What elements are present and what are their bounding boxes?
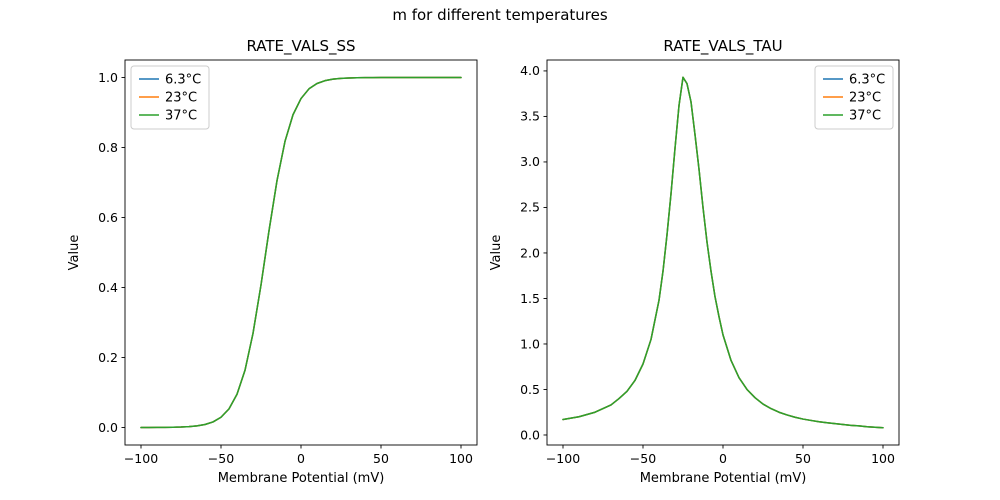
y-tick-label: 0.5 [520, 382, 540, 397]
y-tick-label: 0.6 [98, 210, 118, 225]
legend-label-6-3-c: 6.3°C [165, 73, 201, 88]
x-tick-label: −100 [124, 451, 158, 466]
legend-label-23-c: 23°C [849, 91, 881, 106]
y-tick-label: 0.0 [520, 427, 540, 442]
x-axis-label: Membrane Potential (mV) [640, 471, 807, 486]
y-tick-label: 0.0 [98, 420, 118, 435]
series-line-23-c [140, 76, 462, 429]
y-tick-label: 0.4 [98, 280, 118, 295]
legend-label-6-3-c: 6.3°C [849, 73, 885, 88]
legend-label-23-c: 23°C [165, 91, 197, 106]
x-tick-label: 100 [449, 451, 473, 466]
legend-box [814, 65, 894, 130]
y-tick-label: 4.0 [520, 63, 540, 78]
y-tick-label: 2.5 [520, 200, 540, 215]
y-tick-label: 3.5 [520, 109, 540, 124]
y-axis-label: Value [67, 235, 82, 271]
x-tick-label: 0 [297, 451, 305, 466]
legend-label-37-c: 37°C [849, 109, 881, 124]
series-line-6-3-c [140, 76, 462, 429]
x-tick-label: 50 [373, 451, 389, 466]
chart-rate-vals-ss: RATE_VALS_SS −100 −50 0 50 100 0.0 0.2 0.4 0.6 0.8… [67, 37, 478, 486]
y-tick-label: 0.2 [98, 350, 118, 365]
x-tick-label: 100 [871, 451, 895, 466]
y-tick-label: 1.0 [520, 336, 540, 351]
legend: 6.3°C 23°C 37°C [130, 65, 210, 130]
series-line-23-c [562, 76, 884, 429]
y-tick-label: 3.0 [520, 154, 540, 169]
legend-box [130, 65, 210, 130]
chart-title: RATE_VALS_TAU [663, 37, 782, 56]
x-tick-label: −50 [630, 451, 656, 466]
y-tick-label: 0.8 [98, 140, 118, 155]
y-tick-label: 2.0 [520, 245, 540, 260]
y-axis-label: Value [489, 235, 504, 271]
x-tick-label: −50 [208, 451, 234, 466]
y-tick-label: 1.5 [520, 291, 540, 306]
series-line-37-c [140, 76, 462, 429]
series-line-37-c [562, 76, 884, 429]
figure-suptitle: m for different temperatures [392, 6, 608, 24]
y-tick-label: 1.0 [98, 70, 118, 85]
x-tick-label: 0 [719, 451, 727, 466]
x-tick-label: −100 [546, 451, 580, 466]
legend-label-37-c: 37°C [165, 109, 197, 124]
x-axis-label: Membrane Potential (mV) [218, 471, 385, 486]
series-line-6-3-c [562, 76, 884, 429]
chart-title: RATE_VALS_SS [246, 37, 355, 56]
chart-rate-vals-tau: RATE_VALS_TAU −100 −50 0 50 100 0.0 0.5 1.0 1.5 2.… [489, 37, 900, 486]
legend: 6.3°C 23°C 37°C [814, 65, 894, 130]
x-tick-label: 50 [795, 451, 811, 466]
